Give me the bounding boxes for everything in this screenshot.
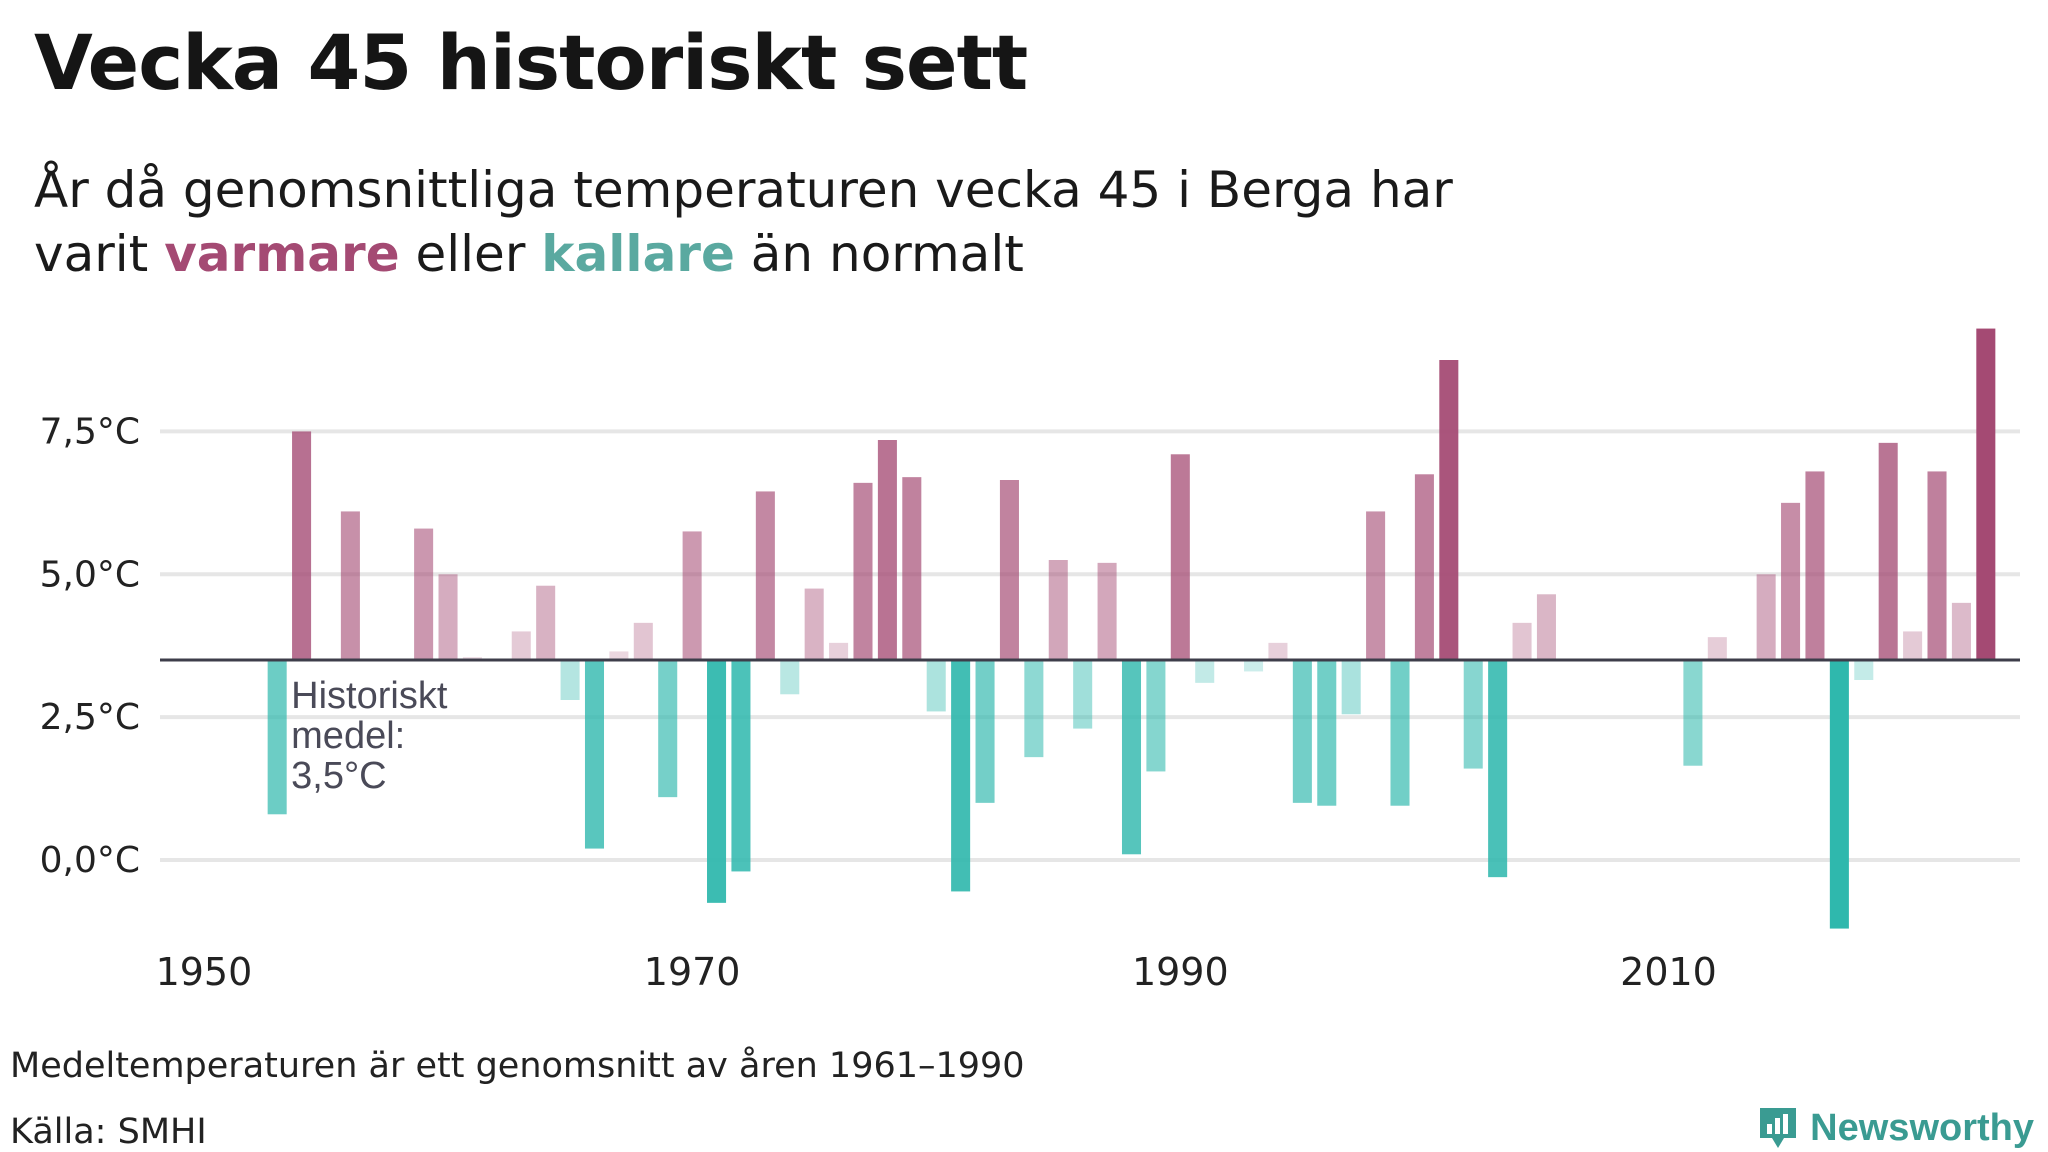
bar-warm — [829, 642, 849, 660]
bar-cold — [731, 660, 751, 872]
bar-warm — [1805, 471, 1825, 660]
bar-warm — [1707, 637, 1727, 660]
bar-cold — [707, 660, 727, 903]
bar-cold — [560, 660, 580, 700]
bar-warm — [414, 528, 434, 660]
bar-cold — [584, 660, 605, 849]
newsworthy-logo: Newsworthy — [1756, 1104, 2034, 1152]
bar-cold — [926, 660, 946, 712]
footnote-source: Källa: SMHI — [10, 1112, 207, 1152]
bar-warm — [1048, 560, 1068, 660]
bar-cold — [1341, 660, 1361, 715]
subtitle-cold-label: kallare — [541, 225, 735, 283]
bar-warm — [682, 531, 702, 660]
subtitle-text: eller — [415, 225, 526, 283]
bar-warm — [804, 588, 824, 660]
bar-warm — [438, 574, 458, 660]
bar-cold — [1683, 660, 1703, 766]
bar-warm — [609, 651, 629, 660]
bar-warm — [1756, 574, 1776, 660]
bar-warm — [633, 622, 653, 660]
bar-cold — [1854, 660, 1874, 680]
bar-warm — [1878, 442, 1898, 660]
bar-cold — [975, 660, 995, 803]
subtitle-text: än normalt — [750, 225, 1024, 283]
mean-annotation-line-2: medel: — [291, 715, 405, 757]
bar-warm — [1097, 562, 1117, 660]
bar-warm — [1439, 360, 1459, 660]
bar-warm — [999, 480, 1019, 660]
bar-cold — [1024, 660, 1044, 758]
bar-cold — [1390, 660, 1410, 806]
bar-warm — [1268, 642, 1288, 660]
x-axis-labels: 1950 1970 1990 2010 — [156, 950, 1717, 994]
subtitle-line-2: varit varmare eller kallare än normalt — [34, 222, 1453, 286]
y-tick-label: 2,5°C — [40, 697, 140, 738]
y-axis-labels: 0,0°C 2,5°C 5,0°C 7,5°C — [40, 411, 140, 881]
x-tick-label: 1950 — [156, 950, 253, 994]
bar-cold — [267, 660, 287, 815]
chart-title: Vecka 45 historiskt sett — [34, 18, 1028, 107]
bar-warm — [1951, 602, 1971, 660]
bar-warm — [340, 511, 360, 660]
bar-warm — [292, 431, 312, 660]
bar-cold — [1121, 660, 1142, 855]
bar-cold — [951, 660, 971, 892]
subtitle-text: varit — [34, 225, 149, 283]
bars — [267, 328, 1996, 929]
y-tick-label: 7,5°C — [40, 411, 140, 452]
bar-warm — [1414, 474, 1434, 660]
bar-cold — [658, 660, 678, 798]
subtitle-warm-label: varmare — [164, 225, 400, 283]
bar-cold — [1488, 660, 1508, 878]
bar-warm — [1976, 328, 1996, 660]
bar-warm — [536, 585, 556, 660]
gridlines — [160, 429, 2020, 862]
bar-warm — [1781, 502, 1801, 660]
bar-cold — [1073, 660, 1093, 729]
bar-warm — [1903, 631, 1923, 660]
subtitle-line-1: År då genomsnittliga temperaturen vecka … — [34, 161, 1453, 219]
y-tick-label: 5,0°C — [40, 554, 140, 595]
bar-warm — [1536, 594, 1556, 660]
bar-warm — [1927, 471, 1947, 660]
bar-cold — [1244, 660, 1264, 672]
bar-cold — [1463, 660, 1483, 769]
mean-annotation-line-1: Historiskt — [291, 675, 448, 717]
bar-cold — [1829, 660, 1849, 929]
bar-warm — [755, 491, 775, 660]
footnote-method: Medeltemperaturen är ett genomsnitt av å… — [10, 1046, 1025, 1086]
bar-warm — [511, 631, 531, 660]
mean-annotation-line-3: 3,5°C — [291, 755, 386, 797]
bar-cold — [1317, 660, 1337, 806]
bar-warm — [1512, 622, 1532, 660]
brand-name: Newsworthy — [1810, 1106, 2034, 1149]
bar-cold — [1195, 660, 1215, 683]
bar-warm — [1170, 454, 1190, 660]
bar-warm — [902, 477, 922, 660]
bar-cold — [1146, 660, 1166, 772]
x-tick-label: 2010 — [1620, 950, 1717, 994]
bar-warm — [877, 440, 897, 660]
bar-cold — [1292, 660, 1312, 803]
bar-warm — [1366, 511, 1386, 660]
bar-cold — [780, 660, 800, 695]
x-tick-label: 1990 — [1132, 950, 1229, 994]
y-tick-label: 0,0°C — [40, 840, 140, 881]
bar-warm — [853, 482, 873, 660]
chart-subtitle: År då genomsnittliga temperaturen vecka … — [34, 158, 1453, 286]
x-tick-label: 1970 — [644, 950, 741, 994]
newsworthy-logo-icon — [1760, 1108, 1797, 1148]
